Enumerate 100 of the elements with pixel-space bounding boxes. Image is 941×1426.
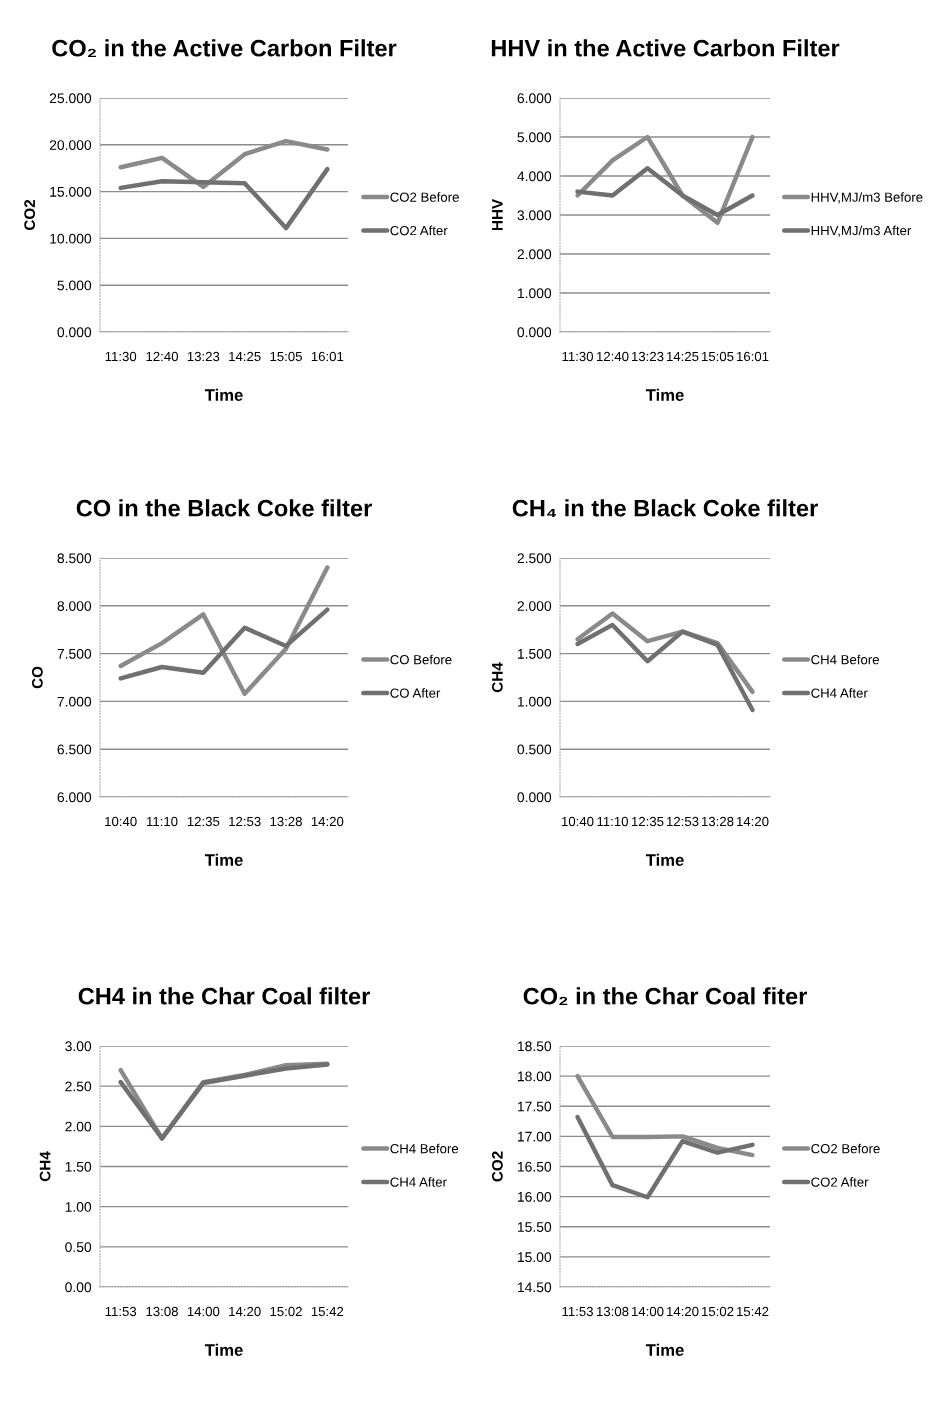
y-tick-label: 15.000 — [50, 186, 92, 197]
x-axis-title: Time — [645, 388, 684, 401]
x-tick-label: 11:30 — [105, 351, 137, 362]
y-tick-label: 2.50 — [65, 1081, 92, 1092]
y-tick-label: 0.000 — [57, 327, 92, 338]
y-tick-label: 0.000 — [517, 792, 552, 803]
legend-label: CO2 After — [811, 1177, 869, 1187]
y-tick-label: 17.50 — [517, 1101, 552, 1112]
y-tick-label: 15.50 — [517, 1222, 552, 1232]
y-tick-label: 16.50 — [517, 1161, 552, 1172]
chart-title: CH4 in the Char Coal filter — [78, 987, 370, 1005]
y-tick-label: 5.000 — [517, 132, 552, 143]
y-tick-label: 0.000 — [517, 327, 552, 338]
line-series — [118, 166, 330, 231]
y-tick-label: 8.500 — [57, 553, 92, 564]
x-axis-title: Time — [204, 853, 243, 866]
x-tick-label: 12:53 — [229, 816, 261, 827]
y-tick-label: 18.50 — [517, 1041, 552, 1052]
y-tick-label: 0.00 — [65, 1282, 92, 1293]
y-axis-title: CH4 — [39, 1151, 51, 1182]
line-series — [575, 165, 755, 218]
x-tick-label: 10:40 — [562, 816, 594, 827]
legend-label: HHV,MJ/m3 After — [811, 225, 912, 237]
x-tick-label: 12:40 — [146, 351, 178, 362]
y-axis-title: CO2 — [491, 1151, 503, 1182]
y-tick-label: 1.00 — [65, 1202, 92, 1212]
legend-label: CO Before — [390, 654, 452, 665]
legend-label: CH4 Before — [390, 1143, 459, 1154]
y-tick-label: 18.00 — [517, 1071, 552, 1082]
x-tick-label: 13:08 — [146, 1306, 178, 1317]
x-tick-label: 14:20 — [667, 1306, 699, 1317]
legend-label: CO After — [390, 688, 441, 698]
x-tick-label: 14:25 — [667, 351, 699, 362]
y-tick-label: 0.50 — [65, 1242, 92, 1252]
chart-title: CH₄ in the Black Coke filter — [512, 499, 818, 518]
x-tick-label: 10:40 — [105, 816, 137, 827]
x-tick-label: 16:01 — [737, 351, 769, 362]
x-tick-label: 15:02 — [702, 1306, 734, 1317]
line-series — [575, 622, 755, 713]
x-tick-label: 11:10 — [146, 816, 178, 827]
x-axis-title: Time — [645, 853, 684, 866]
x-tick-label: 13:28 — [702, 816, 734, 827]
x-axis-title: Time — [204, 1343, 243, 1356]
y-tick-label: 14.50 — [517, 1282, 552, 1293]
y-tick-label: 2.00 — [65, 1121, 92, 1132]
y-axis-title: CH4 — [491, 662, 503, 693]
legend-label: CO2 After — [390, 225, 448, 236]
x-tick-label: 13:08 — [597, 1306, 629, 1317]
x-tick-label: 15:05 — [270, 351, 302, 362]
line-series — [118, 607, 330, 681]
y-tick-label: 3.000 — [517, 210, 552, 221]
y-tick-label: 2.000 — [517, 249, 552, 260]
y-tick-label: 7.000 — [57, 696, 92, 707]
y-tick-label: 25.000 — [49, 93, 92, 104]
y-tick-label: 15.00 — [517, 1252, 552, 1263]
chart-title: CO₂ in the Char Coal fiter — [523, 987, 807, 1006]
chart-title: CO₂ in the Active Carbon Filter — [52, 39, 397, 58]
y-tick-label: 0.500 — [517, 744, 552, 755]
y-tick-label: 10.000 — [50, 233, 92, 244]
y-axis-title: CO — [31, 666, 43, 689]
line-series — [575, 1114, 755, 1200]
x-tick-label: 14:25 — [229, 351, 261, 362]
y-tick-label: 4.000 — [517, 171, 552, 182]
x-tick-label: 13:28 — [270, 816, 302, 827]
x-tick-label: 15:42 — [311, 1306, 344, 1317]
x-tick-label: 15:05 — [702, 351, 734, 362]
x-tick-label: 14:20 — [311, 816, 344, 827]
x-tick-label: 12:53 — [667, 816, 699, 827]
legend-label: CO2 Before — [811, 1143, 880, 1154]
x-tick-label: 12:40 — [597, 351, 629, 362]
y-axis-title: CO2 — [24, 199, 36, 231]
x-axis-title: Time — [204, 388, 243, 401]
y-tick-label: 17.00 — [517, 1131, 552, 1142]
x-tick-label: 15:42 — [737, 1306, 769, 1317]
x-tick-label: 14:20 — [229, 1306, 261, 1317]
x-tick-label: 15:02 — [270, 1306, 302, 1317]
y-tick-label: 5.000 — [57, 280, 92, 291]
x-axis-title: Time — [645, 1343, 684, 1356]
chart-title: HHV in the Active Carbon Filter — [491, 39, 840, 57]
x-tick-label: 13:23 — [632, 351, 664, 362]
y-tick-label: 3.00 — [65, 1041, 92, 1052]
x-tick-label: 16:01 — [311, 351, 344, 362]
x-tick-label: 13:23 — [187, 351, 220, 362]
x-tick-label: 11:30 — [562, 351, 594, 362]
x-tick-label: 12:35 — [187, 816, 220, 827]
x-tick-label: 11:53 — [562, 1306, 593, 1317]
y-tick-label: 16.00 — [517, 1191, 552, 1202]
y-tick-label: 1.000 — [517, 696, 552, 707]
y-tick-label: 1.50 — [65, 1161, 92, 1172]
legend-label: CO2 Before — [390, 192, 459, 202]
y-tick-label: 6.500 — [57, 744, 92, 755]
x-tick-label: 11:53 — [105, 1306, 137, 1317]
legend-label: CH4 After — [811, 688, 868, 698]
legend-label: HHV,MJ/m3 Before — [811, 192, 923, 204]
y-tick-label: 1.500 — [517, 648, 552, 659]
y-tick-label: 8.000 — [57, 601, 92, 611]
y-axis-title: HHV — [492, 198, 503, 231]
x-tick-label: 11:10 — [597, 816, 629, 827]
y-tick-label: 2.000 — [517, 601, 552, 611]
legend-label: CH4 Before — [811, 654, 879, 665]
